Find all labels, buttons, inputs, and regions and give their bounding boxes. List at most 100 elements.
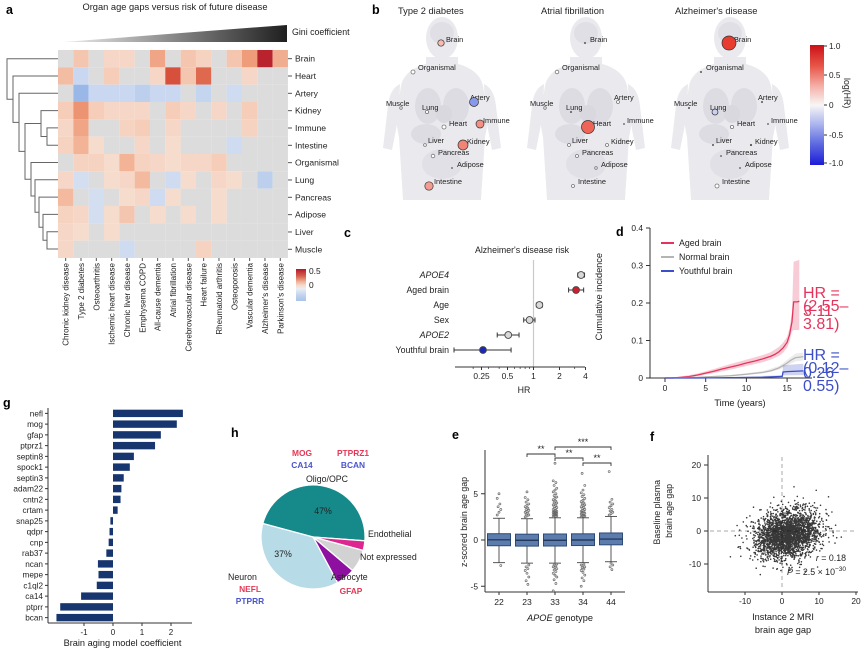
heatmap-row-label: Liver [295, 227, 314, 237]
outlier-point [527, 575, 531, 579]
outlier-point [555, 575, 559, 579]
heatmap-cell [180, 101, 196, 120]
axis-tick-label: 20 [692, 460, 702, 470]
heatmap-cell [195, 101, 212, 120]
panel-label-c: c [344, 226, 351, 240]
heatmap-cell [134, 50, 150, 68]
body-intestine-shape [710, 149, 750, 179]
loghr-colorbar-label: log(HR) [842, 78, 852, 109]
dendrogram [6, 58, 58, 250]
annotation-hr-aged-2: (2.55–3.81) [803, 298, 849, 333]
scatter-points [729, 486, 843, 576]
heatmap-cell [134, 188, 150, 206]
organ-marker [581, 120, 595, 134]
heatmap-cell [272, 50, 288, 68]
axis-tick-label: -1 [80, 628, 88, 637]
bodymap-title-af: Atrial fibrillation [541, 6, 605, 16]
body-left-arm [383, 84, 400, 150]
heatmap-cell [73, 136, 89, 154]
heatmap-cell [241, 153, 258, 172]
outlier-point [555, 495, 559, 499]
heatmap-cell [165, 205, 181, 224]
heatmap-col-label: Atrial fibrillation [169, 263, 178, 317]
panel-label-e: e [452, 428, 459, 442]
pie-slice [262, 484, 366, 542]
genotype-tick-label: 33 [550, 597, 560, 607]
heatmap-cell [257, 223, 273, 241]
scatter-p-italic: P [787, 566, 793, 577]
heatmap-cell [211, 67, 227, 85]
outlier-point [582, 567, 586, 571]
organ-label: Immune [771, 116, 798, 125]
gene-label-ptprr: PTPRR [235, 596, 265, 606]
gene-tick-label: mepe [23, 571, 44, 580]
ci-band [665, 363, 804, 378]
outlier-point [551, 490, 555, 494]
heatmap-cell [195, 119, 212, 137]
organ-label: Organismal [706, 63, 744, 72]
heatmap-row-label: Muscle [295, 244, 322, 254]
heatmap-row-label: Lung [295, 175, 314, 185]
heatmap-cell [211, 84, 227, 102]
organ-label: Organismal [418, 63, 456, 72]
heatmap-col-label: Alzheimer's disease [261, 262, 270, 333]
coefficient-bar [81, 592, 113, 600]
coefficient-bar [108, 538, 113, 547]
heatmap-cell [58, 136, 74, 154]
axis-tick-label: 1 [531, 371, 536, 381]
forest-point [572, 286, 580, 294]
heatmap-cell [119, 205, 135, 224]
scatter-r-italic: r [815, 553, 819, 563]
outlier-point [497, 492, 501, 496]
heatmap-cell [195, 50, 212, 68]
scatter-r-rest: = 0.18 [818, 553, 846, 563]
bodymap-title-t2d: Type 2 diabetes [398, 6, 464, 16]
organ-label: Pancreas [726, 148, 758, 157]
heatmap-colorbar [296, 269, 306, 301]
body-lung-shape [559, 88, 585, 124]
heatmap-cell [180, 171, 196, 189]
outlier-point [551, 571, 555, 575]
coefficient-bar [60, 603, 113, 611]
outlier-point [551, 589, 555, 593]
heatmap-cell [211, 223, 227, 241]
outlier-point [523, 496, 527, 499]
heatmap-colorbar-tick-05: 0.5 [309, 266, 321, 276]
organ-label: Heart [593, 119, 611, 128]
organ-label: Organismal [562, 63, 600, 72]
heatmap-cell [226, 84, 242, 102]
gene-tick-label: adam22 [13, 485, 43, 494]
heatmap-cell [195, 153, 212, 172]
heatmap-cell [149, 205, 166, 224]
gene-tick-label: snap25 [16, 517, 43, 526]
organ-label: Liver [428, 136, 445, 145]
axis-tick-label: 0.25 [473, 371, 490, 381]
forest-point [535, 301, 544, 309]
gene-tick-label: spock1 [17, 463, 43, 472]
heatmap-col-label: Osteoporosis [230, 263, 239, 310]
heatmap-cell [272, 205, 288, 224]
organ-marker [425, 110, 430, 115]
annotation-hr-youthful-2: (0.12–0.55) [803, 360, 849, 395]
outlier-point [553, 488, 557, 492]
heatmap-cell [180, 205, 196, 224]
outlier-point [495, 497, 499, 500]
outlier-point [524, 508, 528, 511]
heatmap-cell [257, 240, 273, 258]
axis-tick-label: 0.1 [631, 336, 643, 346]
organ-marker [570, 111, 572, 113]
heatmap-cell [58, 171, 74, 189]
gene-label-ca14: CA14 [291, 460, 313, 470]
heatmap-cell [272, 153, 288, 172]
outlier-point [608, 565, 612, 569]
bodymap-title-ad: Alzheimer's disease [675, 6, 758, 16]
gene-tick-label: septin3 [17, 474, 44, 483]
body-right-arm [772, 84, 789, 150]
outlier-point [580, 576, 584, 580]
heatmap-cell [103, 119, 120, 137]
heatmap-cell [272, 84, 288, 102]
organ-marker [475, 119, 485, 129]
heatmap-col-label: Osteoarthritis [92, 263, 101, 311]
heatmap-cell [226, 101, 242, 120]
forest-xlabel: HR [517, 385, 531, 395]
